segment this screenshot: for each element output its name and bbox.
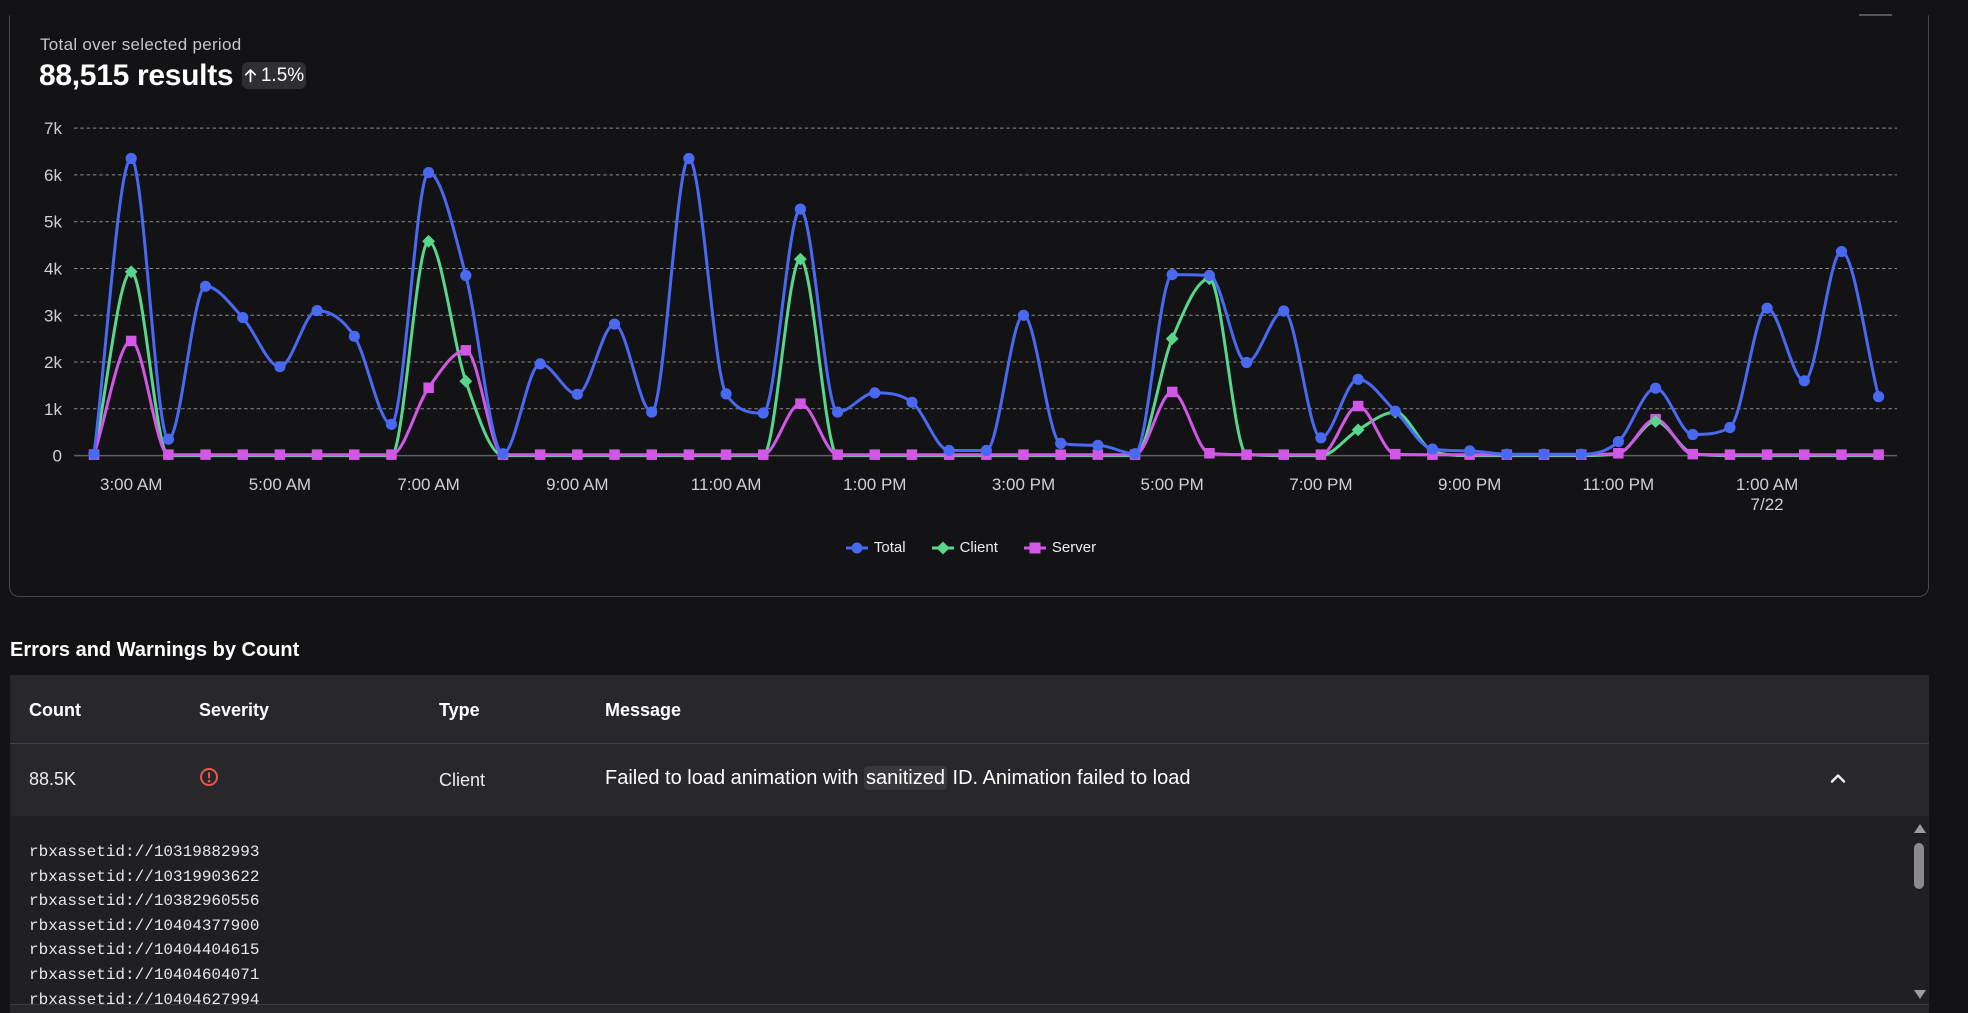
- svg-text:7:00 AM: 7:00 AM: [397, 475, 459, 494]
- svg-text:9:00 PM: 9:00 PM: [1438, 475, 1501, 494]
- svg-text:5:00 AM: 5:00 AM: [249, 475, 311, 494]
- svg-text:6k: 6k: [44, 166, 62, 185]
- svg-text:3k: 3k: [44, 306, 62, 325]
- svg-text:4k: 4k: [44, 260, 62, 279]
- svg-text:1:00 PM: 1:00 PM: [843, 475, 906, 494]
- svg-text:11:00 AM: 11:00 AM: [691, 475, 762, 494]
- svg-text:7k: 7k: [44, 119, 62, 138]
- svg-text:3:00 PM: 3:00 PM: [992, 475, 1055, 494]
- svg-text:9:00 AM: 9:00 AM: [546, 475, 608, 494]
- svg-text:7/22: 7/22: [1751, 495, 1784, 514]
- svg-text:1:00 AM: 1:00 AM: [1736, 475, 1798, 494]
- svg-text:7:00 PM: 7:00 PM: [1289, 475, 1352, 494]
- svg-text:5k: 5k: [44, 213, 62, 232]
- svg-text:0: 0: [53, 447, 62, 466]
- svg-text:1k: 1k: [44, 400, 62, 419]
- svg-text:3:00 AM: 3:00 AM: [100, 475, 162, 494]
- svg-text:5:00 PM: 5:00 PM: [1141, 475, 1204, 494]
- svg-text:2k: 2k: [44, 353, 62, 372]
- svg-text:11:00 PM: 11:00 PM: [1583, 475, 1655, 494]
